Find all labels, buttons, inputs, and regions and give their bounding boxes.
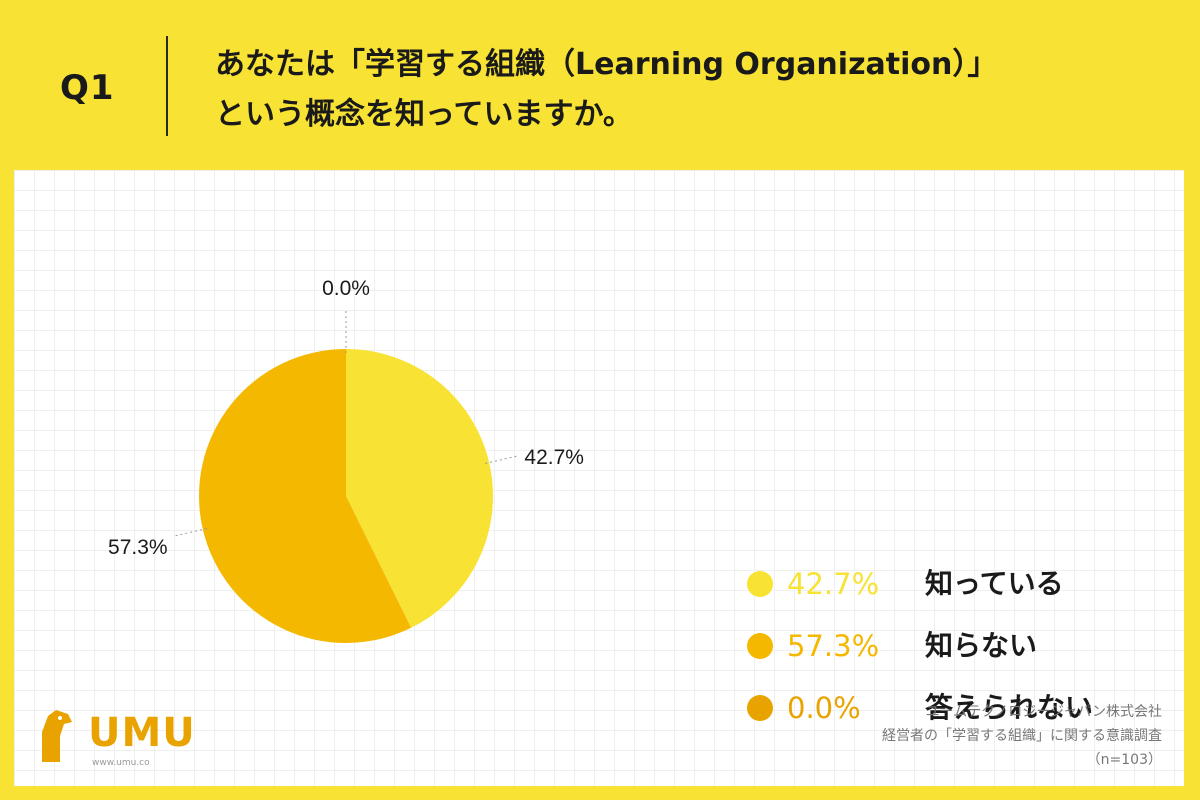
legend-label: 知らない <box>925 629 1038 662</box>
question-text: あなたは「学習する組織（Learning Organization）」 という概… <box>215 40 1175 140</box>
credit-sample-size: （n=103） <box>1086 752 1162 768</box>
source-credit: ユームテクノロジージャパン株式会社 経営者の「学習する組織」に関する意識調査 （… <box>882 700 1162 772</box>
credit-company: ユームテクノロジージャパン株式会社 <box>925 704 1162 720</box>
leader-line <box>175 528 207 537</box>
leader-line <box>485 455 517 464</box>
pie-slice-2 <box>198 349 412 643</box>
pie-slice-1 <box>346 349 493 628</box>
legend-value: 57.3% <box>787 629 880 663</box>
legend-item: 0.0% 答えられない <box>747 686 1167 748</box>
header-divider <box>166 36 168 136</box>
question-line-2: という概念を知っていますか。 <box>215 97 633 132</box>
legend-value: 0.0% <box>787 691 861 725</box>
question-header: Q1 あなたは「学習する組織（Learning Organization）」 と… <box>0 0 1200 170</box>
question-line-1: あなたは「学習する組織（Learning Organization）」 <box>215 47 998 82</box>
legend-label: 知っている <box>925 567 1064 600</box>
legend-swatch-icon <box>747 571 773 597</box>
legend-item: 57.3% 知らない <box>747 624 1167 686</box>
chart-panel: 42.7% 57.3% 0.0% 42.7% 知っている 57.3% 知らない 0.… <box>14 170 1184 786</box>
legend-value: 42.7% <box>787 567 880 601</box>
legend-item: 42.7% 知っている <box>747 562 1167 624</box>
pie-value-label: 57.3% <box>108 536 168 559</box>
umu-logo: UMU www.umu.co <box>34 706 196 776</box>
chart-legend: 42.7% 知っている 57.3% 知らない 0.0% 答えられない <box>747 562 1167 748</box>
legend-swatch-icon <box>747 695 773 721</box>
logo-url: www.umu.co <box>92 758 150 768</box>
credit-survey: 経営者の「学習する組織」に関する意識調査 <box>882 728 1162 744</box>
logo-wordmark: UMU <box>88 710 196 756</box>
legend-swatch-icon <box>747 633 773 659</box>
question-number: Q1 <box>60 68 115 108</box>
pie-value-label: 42.7% <box>524 446 584 469</box>
giraffe-logo-icon <box>42 710 72 762</box>
legend-label: 答えられない <box>925 691 1094 724</box>
pie-chart: 42.7% 57.3% 0.0% <box>108 277 584 643</box>
pie-value-label: 0.0% <box>322 277 370 300</box>
